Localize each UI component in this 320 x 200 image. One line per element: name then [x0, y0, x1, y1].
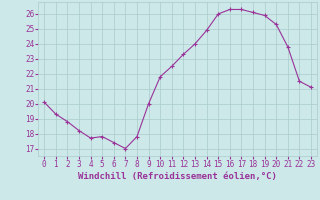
X-axis label: Windchill (Refroidissement éolien,°C): Windchill (Refroidissement éolien,°C) [78, 172, 277, 181]
